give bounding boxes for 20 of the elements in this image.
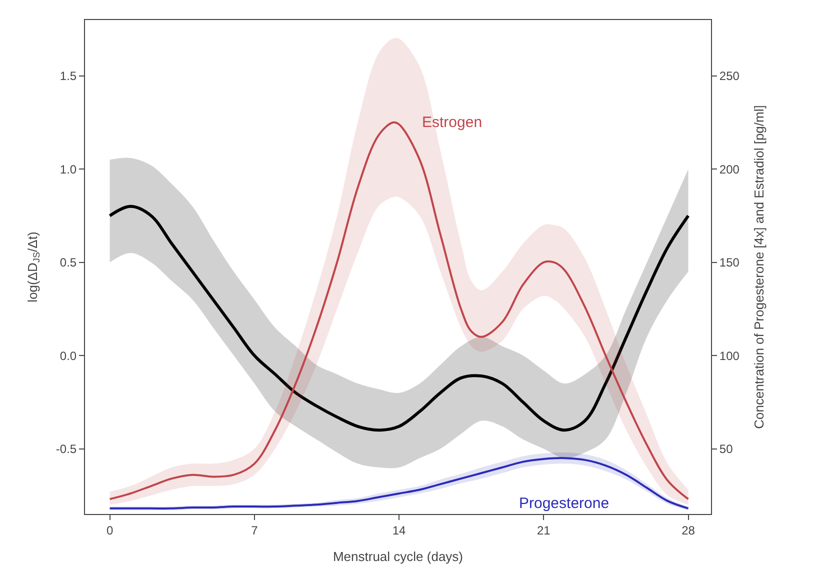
y-tick-label: 0.0 <box>60 348 77 363</box>
x-axis-title: Menstrual cycle (days) <box>332 549 464 564</box>
y2-axis-title: Concentration of Progesterone [4x] and Estradiol [pg/ml] <box>751 105 766 429</box>
series-label: Progesterone <box>519 495 610 512</box>
y2-tick-label: 250 <box>719 69 740 84</box>
series-label: Estrogen <box>422 114 482 131</box>
y2-tick-label: 200 <box>719 162 740 176</box>
y-tick-label: 1.0 <box>60 162 77 176</box>
y-tick-label: -0.5 <box>56 442 77 456</box>
y2-tick-label: 50 <box>719 442 734 456</box>
x-tick-label: 21 <box>536 523 551 538</box>
y-tick-label: 1.5 <box>60 69 77 84</box>
line-series <box>108 204 690 432</box>
y2-tick-label: 150 <box>719 256 740 270</box>
x-tick-label: 28 <box>682 523 696 538</box>
y-tick-label: 0.5 <box>60 256 77 270</box>
y2-tick-label: 100 <box>719 348 740 363</box>
x-tick-label: 0 <box>106 523 114 538</box>
x-tick-label: 14 <box>392 523 406 538</box>
x-tick-label: 7 <box>251 523 258 538</box>
